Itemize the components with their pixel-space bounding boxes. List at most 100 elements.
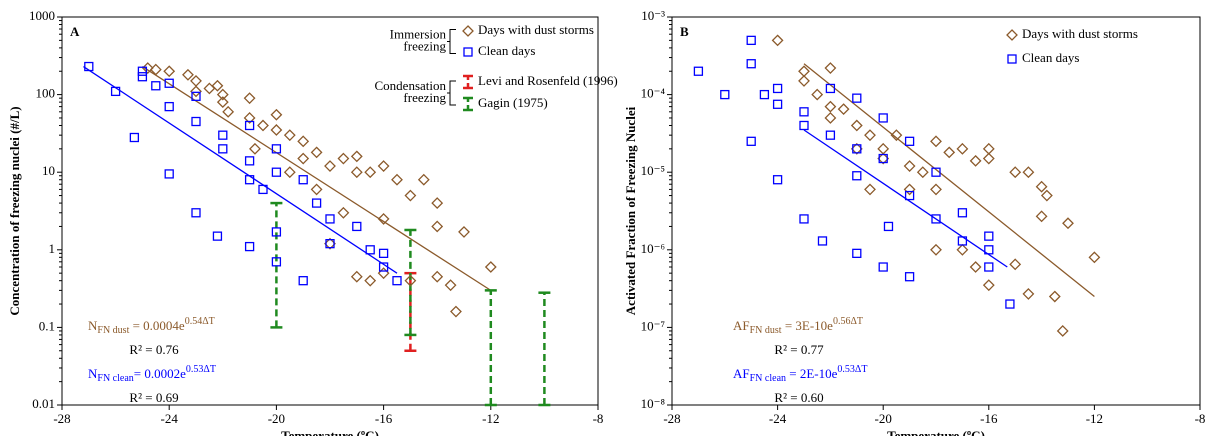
y-tick-label: 1 [49, 241, 56, 256]
y-tick-label: 100 [36, 86, 56, 101]
dust-point [956, 142, 969, 155]
dust-point [1035, 180, 1048, 193]
legend-marker [462, 25, 474, 37]
clean-point [759, 89, 770, 100]
r-squared: R² = 0.69 [129, 390, 178, 405]
x-tick-label: -20 [268, 411, 285, 426]
equation-sup: 0.56ΔT [833, 316, 863, 327]
equation-main: AF [733, 366, 750, 381]
dust-point [283, 129, 296, 142]
clean-point [244, 120, 255, 131]
dust-point [163, 65, 176, 78]
equation-main: N [88, 318, 98, 333]
dust-point [337, 152, 350, 165]
dust-point [484, 261, 497, 273]
dust-point [431, 220, 444, 233]
dust-point [257, 119, 269, 132]
clean-point [825, 83, 836, 94]
dust-point [297, 152, 310, 165]
x-tick-label: -20 [875, 411, 892, 426]
clean-point [878, 113, 888, 123]
clean-point [957, 208, 968, 218]
clean-point [799, 120, 809, 131]
legend-group-label: Condensation [375, 78, 447, 93]
dust-point [982, 142, 995, 155]
plot-frame [61, 16, 599, 406]
dust-point [190, 75, 202, 87]
clean-point [244, 241, 255, 252]
dust-point [798, 65, 810, 78]
clean-point [258, 184, 268, 195]
legend-label: Gagin (1975) [478, 95, 548, 110]
equation-sub: FN clean [97, 373, 133, 384]
clean-point [365, 245, 375, 255]
clean-point [984, 245, 994, 255]
r-squared: R² = 0.60 [774, 390, 823, 405]
dust-point [1040, 189, 1053, 202]
y-tick-label: 10⁻³ [641, 8, 665, 23]
equation-rest: = 2E-10e [786, 366, 838, 381]
x-tick-label: -24 [161, 411, 179, 426]
clean-point [298, 276, 308, 286]
clean-point [984, 262, 994, 272]
legend-bracket [447, 29, 456, 54]
dust-point [771, 34, 784, 47]
dust-point [141, 62, 154, 74]
r-squared: R² = 0.77 [774, 342, 824, 357]
dust-point [850, 142, 863, 155]
legend-marker [463, 47, 473, 57]
dust-point [364, 166, 377, 179]
dust-point [444, 279, 457, 292]
dust-point [930, 135, 942, 148]
dust-point [811, 88, 824, 101]
equation-sub: FN clean [750, 373, 786, 384]
dust-point [377, 160, 390, 172]
clean-point [218, 130, 228, 140]
equation-sup: 0.53ΔT [186, 364, 216, 375]
dust-point [222, 105, 235, 118]
clean-point [817, 236, 828, 246]
dust-point [850, 119, 863, 132]
legend-label: Days with dust storms [478, 22, 594, 37]
clean-point [878, 262, 888, 272]
legend-group-label: freezing [403, 38, 446, 53]
dust-point [837, 103, 850, 116]
equation: AFFN dust = 3E-10e0.56ΔT [733, 316, 863, 336]
y-tick-label: 10⁻⁴ [641, 86, 666, 101]
clean-point [772, 83, 783, 94]
y-axis-label: Concentration of freezing nuclei (#/L) [7, 106, 22, 315]
clean-point [904, 272, 915, 282]
clean-point [325, 214, 335, 224]
dust-point [324, 237, 336, 250]
dust-point [1048, 290, 1061, 303]
y-tick-label: 0.01 [32, 396, 55, 411]
dust-point [824, 62, 837, 74]
clean-point [271, 167, 282, 177]
legend-marker [1007, 54, 1017, 64]
dust-point [391, 173, 403, 186]
y-tick-label: 1000 [29, 8, 55, 23]
clean-point [137, 66, 148, 76]
clean-point [693, 66, 704, 76]
x-tick-label: -8 [1195, 411, 1206, 426]
range-bar [538, 291, 551, 407]
dust-point [431, 197, 444, 209]
x-tick-label: -8 [593, 411, 604, 426]
dust-point [930, 183, 942, 196]
dust-point [1035, 210, 1048, 223]
x-axis-label: Temperature (ºC) [887, 428, 985, 436]
dust-point [1022, 166, 1035, 179]
dust-point [1088, 251, 1101, 264]
clean-point [1005, 299, 1015, 309]
panel-label: B [680, 24, 689, 39]
range-bar [404, 228, 417, 337]
dust-point [337, 206, 350, 219]
panel-label: A [70, 24, 80, 39]
plot-frame [671, 16, 1201, 406]
dust-point [270, 124, 283, 136]
clean-point [746, 35, 756, 46]
dust-point [270, 108, 283, 121]
dust-point [431, 270, 444, 283]
